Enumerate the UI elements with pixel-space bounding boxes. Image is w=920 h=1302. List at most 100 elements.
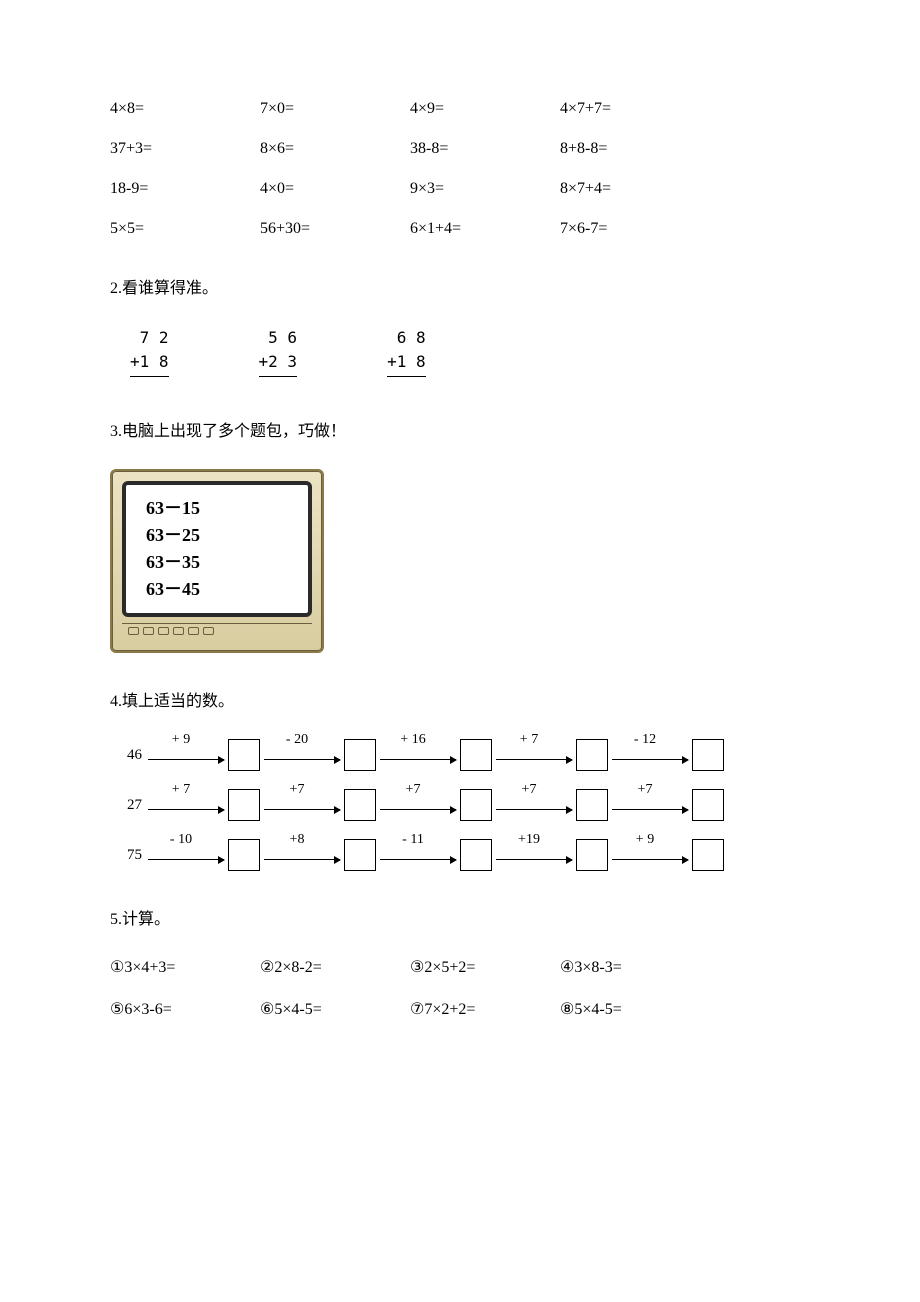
chain-step: +7 bbox=[612, 789, 728, 821]
q5-heading: 5.计算。 bbox=[110, 905, 810, 929]
chain-op-label: - 12 bbox=[612, 732, 678, 748]
chain-step: - 10 bbox=[148, 839, 264, 871]
chain-step: + 16 bbox=[380, 739, 496, 771]
chain-op-label: + 7 bbox=[148, 782, 214, 798]
answer-box[interactable] bbox=[576, 739, 608, 771]
vcalc-bottom: +1 8 bbox=[130, 350, 169, 377]
q1-cell: 8+8-8= bbox=[560, 140, 710, 158]
chain-step: + 9 bbox=[148, 739, 264, 771]
vertical-addition: 6 8+1 8 bbox=[387, 326, 426, 377]
computer-monitor-icon: 63－15 63－25 63－35 63－45 bbox=[110, 469, 324, 653]
answer-box[interactable] bbox=[460, 739, 492, 771]
answer-box[interactable] bbox=[228, 789, 260, 821]
answer-box[interactable] bbox=[692, 839, 724, 871]
monitor-button-icon bbox=[143, 627, 154, 635]
q5-grid: ①3×4+3= ②2×8-2= ③2×5+2= ④3×8-3= ⑤6×3-6= … bbox=[110, 957, 810, 1019]
answer-box[interactable] bbox=[460, 789, 492, 821]
monitor-button-icon bbox=[173, 627, 184, 635]
answer-box[interactable] bbox=[344, 839, 376, 871]
vcalc-bottom: +1 8 bbox=[387, 350, 426, 377]
chain-arrow-icon: - 20 bbox=[264, 744, 340, 766]
vcalc-top: 5 6 bbox=[259, 326, 298, 350]
chain-arrow-icon: +7 bbox=[612, 794, 688, 816]
q2-vertical-problems: 7 2+1 8 5 6+2 3 6 8+1 8 bbox=[130, 326, 810, 377]
chain-arrow-icon: - 12 bbox=[612, 744, 688, 766]
answer-box[interactable] bbox=[228, 739, 260, 771]
q1-cell: 4×9= bbox=[410, 100, 560, 118]
q1-arithmetic-grid: 4×8= 7×0= 4×9= 4×7+7= 37+3= 8×6= 38-8= 8… bbox=[110, 100, 810, 238]
q4-heading: 4.填上适当的数。 bbox=[110, 687, 810, 711]
q1-cell: 9×3= bbox=[410, 180, 560, 198]
worksheet-page: 4×8= 7×0= 4×9= 4×7+7= 37+3= 8×6= 38-8= 8… bbox=[0, 0, 920, 1079]
q5-cell: ③2×5+2= bbox=[410, 957, 560, 977]
q2-heading: 2.看谁算得准。 bbox=[110, 274, 810, 298]
answer-box[interactable] bbox=[228, 839, 260, 871]
chain-op-label: +7 bbox=[380, 782, 446, 798]
q5-cell: ⑦7×2+2= bbox=[410, 999, 560, 1019]
vertical-addition: 5 6+2 3 bbox=[259, 326, 298, 377]
chain-arrow-icon: + 9 bbox=[148, 744, 224, 766]
monitor-line: 63－45 bbox=[146, 576, 288, 603]
monitor-button-icon bbox=[203, 627, 214, 635]
q5-cell: ⑥5×4-5= bbox=[260, 999, 410, 1019]
q1-cell: 7×6-7= bbox=[560, 220, 710, 238]
q1-cell: 18-9= bbox=[110, 180, 260, 198]
answer-box[interactable] bbox=[344, 789, 376, 821]
chain-step: - 12 bbox=[612, 739, 728, 771]
answer-box[interactable] bbox=[576, 839, 608, 871]
chain-op-label: - 20 bbox=[264, 732, 330, 748]
chain-step: +7 bbox=[380, 789, 496, 821]
chain-start: 46 bbox=[110, 747, 142, 764]
vcalc-top: 7 2 bbox=[130, 326, 169, 350]
chain-step: - 11 bbox=[380, 839, 496, 871]
chain-arrow-icon: +19 bbox=[496, 844, 572, 866]
chain-step: +7 bbox=[496, 789, 612, 821]
chain-op-label: - 10 bbox=[148, 832, 214, 848]
q5-cell: ①3×4+3= bbox=[110, 957, 260, 977]
chain-row: 46 + 9 - 20 + 16 + 7 - 12 bbox=[110, 739, 810, 771]
chain-step: +8 bbox=[264, 839, 380, 871]
monitor-base bbox=[122, 623, 312, 641]
chain-step: - 20 bbox=[264, 739, 380, 771]
monitor-screen: 63－15 63－25 63－35 63－45 bbox=[122, 481, 312, 617]
q1-cell: 5×5= bbox=[110, 220, 260, 238]
chain-step: +19 bbox=[496, 839, 612, 871]
q1-cell: 8×6= bbox=[260, 140, 410, 158]
chain-step: +7 bbox=[264, 789, 380, 821]
chain-arrow-icon: +7 bbox=[264, 794, 340, 816]
q1-cell: 7×0= bbox=[260, 100, 410, 118]
chain-arrow-icon: + 7 bbox=[496, 744, 572, 766]
monitor-button-icon bbox=[128, 627, 139, 635]
q1-cell: 8×7+4= bbox=[560, 180, 710, 198]
chain-op-label: + 9 bbox=[148, 732, 214, 748]
chain-op-label: + 16 bbox=[380, 732, 446, 748]
answer-box[interactable] bbox=[692, 739, 724, 771]
q3-heading: 3.电脑上出现了多个题包，巧做！ bbox=[110, 417, 810, 441]
chain-arrow-icon: - 10 bbox=[148, 844, 224, 866]
answer-box[interactable] bbox=[460, 839, 492, 871]
q5-cell: ⑤6×3-6= bbox=[110, 999, 260, 1019]
q1-cell: 37+3= bbox=[110, 140, 260, 158]
q1-cell: 38-8= bbox=[410, 140, 560, 158]
chain-step: + 9 bbox=[612, 839, 728, 871]
chain-start: 75 bbox=[110, 847, 142, 864]
chain-op-label: +7 bbox=[612, 782, 678, 798]
vcalc-bottom: +2 3 bbox=[259, 350, 298, 377]
chain-op-label: +19 bbox=[496, 832, 562, 848]
chain-arrow-icon: +7 bbox=[496, 794, 572, 816]
answer-box[interactable] bbox=[344, 739, 376, 771]
answer-box[interactable] bbox=[576, 789, 608, 821]
answer-box[interactable] bbox=[692, 789, 724, 821]
chain-op-label: + 7 bbox=[496, 732, 562, 748]
chain-arrow-icon: + 9 bbox=[612, 844, 688, 866]
chain-op-label: +7 bbox=[496, 782, 562, 798]
chain-arrow-icon: - 11 bbox=[380, 844, 456, 866]
monitor-button-icon bbox=[188, 627, 199, 635]
monitor-line: 63－35 bbox=[146, 549, 288, 576]
q1-cell: 4×0= bbox=[260, 180, 410, 198]
q1-cell: 56+30= bbox=[260, 220, 410, 238]
q1-cell: 6×1+4= bbox=[410, 220, 560, 238]
q5-cell: ⑧5×4-5= bbox=[560, 999, 710, 1019]
chain-row: 27 + 7 +7 +7 +7 +7 bbox=[110, 789, 810, 821]
q5-cell: ④3×8-3= bbox=[560, 957, 710, 977]
